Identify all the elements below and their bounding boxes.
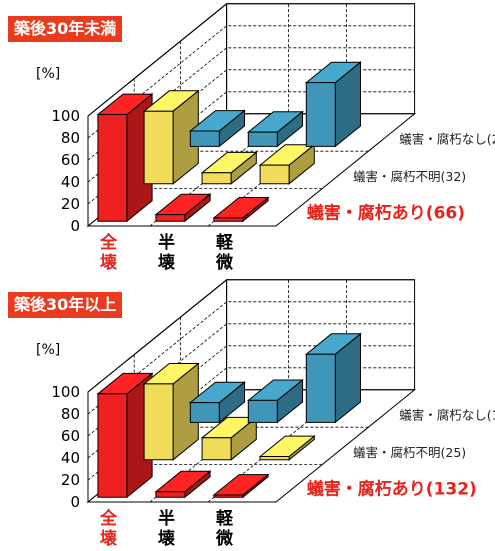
bar-front <box>259 164 290 185</box>
category-label: 軽 <box>216 232 234 253</box>
y-tick-label: 60 <box>61 151 80 169</box>
series-label: 蟻害・腐朽あり(66) <box>307 202 465 223</box>
gridline <box>149 3 290 227</box>
bar <box>96 93 154 223</box>
bar-front <box>189 130 220 147</box>
bar <box>212 196 270 223</box>
series-label: 蟻害・腐朽なし(269) <box>399 132 495 147</box>
y-tick-label: 20 <box>61 195 80 213</box>
series-label: 蟻害・腐朽なし(112) <box>399 408 495 423</box>
category-label: 微 <box>215 528 234 549</box>
bar <box>142 362 200 461</box>
series-label: 蟻害・腐朽あり(132) <box>307 478 477 499</box>
bar <box>200 151 258 185</box>
bar-front <box>213 217 244 222</box>
y-axis-unit: [%] <box>36 342 60 358</box>
bar-chart-3d: 100806040200[%]全壊半壊軽微蟻害・腐朽なし(269)蟻害・腐朽不明… <box>36 2 495 273</box>
bar-front <box>201 172 232 185</box>
bar <box>212 473 270 499</box>
bar-chart-3d: 100806040200[%]全壊半壊軽微蟻害・腐朽なし(112)蟻害・腐朽不明… <box>36 278 495 549</box>
series-label: 蟻害・腐朽不明(25) <box>353 445 466 460</box>
bar <box>258 143 316 185</box>
bar-front <box>155 214 186 222</box>
y-axis-unit: [%] <box>36 66 60 82</box>
category-label: 壊 <box>100 529 118 549</box>
bar <box>304 61 362 148</box>
bar-front <box>189 402 220 423</box>
category-label: 半 <box>158 508 175 529</box>
bar-front <box>305 353 336 423</box>
category-label: 微 <box>215 252 234 273</box>
bar <box>188 109 246 148</box>
y-tick-label: 80 <box>61 405 80 423</box>
bar-front <box>143 383 174 461</box>
bar-top <box>212 474 270 496</box>
bar <box>142 89 200 185</box>
bar-front <box>247 131 278 147</box>
bar-front <box>97 393 128 498</box>
y-tick-label: 80 <box>61 129 80 147</box>
bar <box>200 416 258 461</box>
bar-front <box>143 110 174 185</box>
chart-title: 築後30年以上 <box>8 292 123 318</box>
bars <box>96 332 362 499</box>
bar-front <box>213 494 244 498</box>
bar <box>154 470 212 499</box>
bar-front <box>155 491 186 498</box>
category-label: 壊 <box>158 529 176 549</box>
chart-title: 築後30年未満 <box>8 16 123 42</box>
bar-front <box>97 114 128 222</box>
category-label: 全 <box>99 232 118 253</box>
gridline <box>207 3 348 227</box>
bar-front <box>247 399 278 423</box>
category-label: 半 <box>158 232 175 253</box>
y-tick-label: 40 <box>61 449 80 467</box>
bar <box>246 110 304 148</box>
bar-front <box>201 437 232 461</box>
bars <box>96 61 362 223</box>
y-tick-label: 100 <box>51 107 80 125</box>
y-tick-label: 0 <box>70 217 80 235</box>
bar <box>154 193 212 223</box>
y-tick-label: 20 <box>61 471 80 489</box>
chart-panel-under-30-years: 100806040200[%]全壊半壊軽微蟻害・腐朽なし(269)蟻害・腐朽不明… <box>0 0 495 275</box>
bar <box>188 381 246 424</box>
gridline <box>149 279 290 503</box>
chart-panel-30-years-or-more: 100806040200[%]全壊半壊軽微蟻害・腐朽なし(112)蟻害・腐朽不明… <box>0 276 495 551</box>
category-label: 軽 <box>216 508 234 529</box>
bar <box>246 378 304 424</box>
bar-front <box>305 82 336 147</box>
category-label: 壊 <box>100 253 118 273</box>
category-label: 全 <box>99 508 118 529</box>
gridline <box>207 279 348 503</box>
bar-front <box>259 456 290 461</box>
y-tick-label: 100 <box>51 383 80 401</box>
bar <box>258 435 316 461</box>
y-tick-label: 60 <box>61 427 80 445</box>
y-tick-label: 0 <box>70 493 80 511</box>
y-tick-label: 40 <box>61 173 80 191</box>
category-label: 壊 <box>158 253 176 273</box>
series-label: 蟻害・腐朽不明(32) <box>353 169 466 184</box>
bar <box>304 332 362 424</box>
